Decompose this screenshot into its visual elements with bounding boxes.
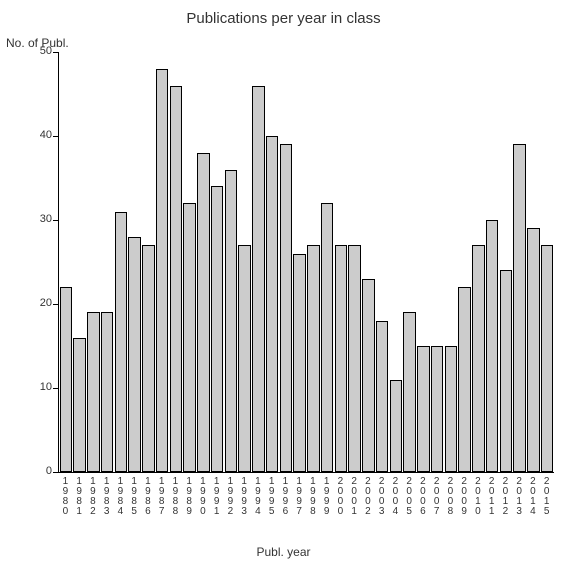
bar: [170, 86, 182, 472]
x-tick-label: 2004: [390, 476, 400, 516]
bar: [403, 312, 415, 472]
bar: [445, 346, 457, 472]
y-tick-mark: [53, 136, 58, 137]
y-tick-label: 40: [22, 129, 52, 141]
x-tick-label: 2005: [404, 476, 414, 516]
bar: [266, 136, 278, 472]
y-tick-label: 50: [22, 45, 52, 57]
x-tick-label: 1989: [184, 476, 194, 516]
x-tick-label: 1983: [101, 476, 111, 516]
x-tick-label: 1991: [211, 476, 221, 516]
bar: [183, 203, 195, 472]
bar: [142, 245, 154, 472]
bar: [362, 279, 374, 472]
x-tick-label: 1996: [280, 476, 290, 516]
x-tick-label: 1986: [142, 476, 152, 516]
bar: [541, 245, 553, 472]
y-tick-label: 0: [22, 465, 52, 477]
x-tick-label: 1998: [307, 476, 317, 516]
x-tick-label: 2006: [417, 476, 427, 516]
bar: [238, 245, 250, 472]
bar: [252, 86, 264, 472]
x-tick-label: 1990: [197, 476, 207, 516]
bar: [527, 228, 539, 472]
bar: [197, 153, 209, 472]
x-tick-label: 2008: [445, 476, 455, 516]
x-tick-label: 1988: [170, 476, 180, 516]
x-tick-label: 1985: [129, 476, 139, 516]
bar: [500, 270, 512, 472]
bar: [321, 203, 333, 472]
x-tick-label: 2007: [431, 476, 441, 516]
bar: [128, 237, 140, 472]
bar: [60, 287, 72, 472]
y-tick-mark: [53, 304, 58, 305]
y-tick-mark: [53, 472, 58, 473]
bar: [348, 245, 360, 472]
bar: [307, 245, 319, 472]
x-tick-label: 1981: [74, 476, 84, 516]
bar: [101, 312, 113, 472]
x-tick-label: 2009: [459, 476, 469, 516]
x-tick-label: 2011: [486, 476, 496, 516]
y-tick-label: 30: [22, 213, 52, 225]
bar: [211, 186, 223, 472]
bar: [458, 287, 470, 472]
x-tick-label: 1984: [115, 476, 125, 516]
x-tick-label: 1987: [156, 476, 166, 516]
x-tick-label: 2015: [541, 476, 551, 516]
x-axis-label: Publ. year: [0, 545, 567, 559]
bar: [225, 170, 237, 472]
bar: [486, 220, 498, 472]
x-tick-label: 2002: [362, 476, 372, 516]
y-tick-label: 10: [22, 381, 52, 393]
bar: [293, 254, 305, 472]
x-tick-label: 2012: [500, 476, 510, 516]
x-tick-label: 2003: [376, 476, 386, 516]
x-tick-label: 1994: [252, 476, 262, 516]
bar: [472, 245, 484, 472]
bar: [280, 144, 292, 472]
x-tick-label: 1992: [225, 476, 235, 516]
x-tick-label: 2000: [335, 476, 345, 516]
bar: [156, 69, 168, 472]
x-tick-label: 1980: [60, 476, 70, 516]
x-tick-label: 1982: [87, 476, 97, 516]
x-tick-label: 2013: [514, 476, 524, 516]
x-tick-label: 2014: [527, 476, 537, 516]
bar: [335, 245, 347, 472]
x-tick-label: 2010: [472, 476, 482, 516]
y-tick-label: 20: [22, 297, 52, 309]
bar: [431, 346, 443, 472]
x-tick-label: 1997: [294, 476, 304, 516]
bar: [73, 338, 85, 472]
y-tick-mark: [53, 220, 58, 221]
bar: [376, 321, 388, 472]
chart-title: Publications per year in class: [0, 10, 567, 27]
x-tick-label: 1993: [239, 476, 249, 516]
x-tick-label: 2001: [349, 476, 359, 516]
y-tick-mark: [53, 52, 58, 53]
x-tick-label: 1995: [266, 476, 276, 516]
bar: [417, 346, 429, 472]
x-tick-label: 1999: [321, 476, 331, 516]
plot-area: [58, 52, 554, 473]
bar: [87, 312, 99, 472]
bar: [513, 144, 525, 472]
bar: [115, 212, 127, 472]
y-tick-mark: [53, 388, 58, 389]
bar: [390, 380, 402, 472]
publications-chart: Publications per year in class No. of Pu…: [0, 0, 567, 567]
